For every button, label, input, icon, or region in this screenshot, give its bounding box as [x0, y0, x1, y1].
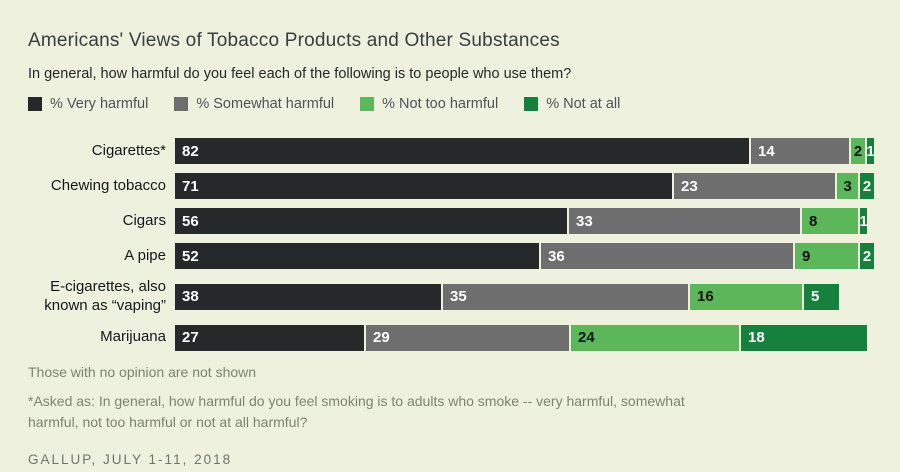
- bar-track: 38 35 16 5: [175, 283, 841, 310]
- bar-segment: 16: [690, 283, 802, 310]
- bar-segment: 8: [802, 208, 858, 234]
- row-label: Chewing tobacco: [50, 176, 166, 194]
- bar-segment: 82: [175, 138, 749, 164]
- bar-segment: 35: [443, 283, 688, 310]
- bar-segment: 56: [175, 208, 567, 234]
- bar-segment: 23: [674, 173, 835, 199]
- bar-segment: 5: [804, 283, 839, 310]
- row-label: Marijuana: [100, 328, 166, 346]
- legend-item: % Very harmful: [28, 96, 148, 112]
- legend-item: % Not too harmful: [360, 96, 498, 112]
- bar-segment: 36: [541, 243, 793, 269]
- bar-track: 82 14 2 1: [175, 138, 876, 164]
- bar-segment: 52: [175, 243, 539, 269]
- legend-swatch-icon: [524, 97, 539, 111]
- legend-label: % Not at all: [546, 96, 621, 112]
- bar-segment: 2: [851, 138, 865, 164]
- page-title: Americans' Views of Tobacco Products and…: [28, 30, 560, 51]
- bar-segment: 18: [741, 324, 867, 351]
- bar-track: 56 33 8 1: [175, 208, 869, 234]
- legend: % Very harmful % Somewhat harmful % Not to…: [28, 96, 875, 112]
- bar-row: Chewing tobacco 71 23 3 2: [28, 173, 875, 199]
- bar-segment: 9: [795, 243, 858, 269]
- bar-segment: 14: [751, 138, 849, 164]
- page-subtitle: In general, how harmful do you feel each…: [28, 66, 572, 82]
- bar-row: Cigars 56 33 8 1: [28, 208, 875, 234]
- legend-swatch-icon: [28, 97, 42, 111]
- bar-track: 27 29 24 18: [175, 324, 869, 351]
- bar-row: Cigarettes* 82 14 2 1: [28, 138, 875, 164]
- bar-segment: 33: [569, 208, 800, 234]
- row-label: E-cigarettes, also known as “vaping”: [44, 278, 166, 314]
- bar-row: E-cigarettes, also known as “vaping” 38 35…: [28, 278, 875, 316]
- bar-track: 71 23 3 2: [175, 173, 876, 199]
- row-label: Cigars: [122, 211, 166, 229]
- legend-swatch-icon: [360, 97, 375, 111]
- bar-segment: 2: [860, 243, 874, 269]
- row-label: A pipe: [124, 246, 166, 264]
- bar-segment: 71: [175, 173, 672, 199]
- source-line: GALLUP, JULY 1-11, 2018: [28, 451, 233, 467]
- legend-label: % Not too harmful: [382, 96, 499, 112]
- footnote-asked-as: *Asked as: In general, how harmful do yo…: [28, 392, 685, 430]
- bar-segment: 3: [837, 173, 858, 199]
- bar-segment: 2: [860, 173, 874, 199]
- bar-segment: 1: [859, 208, 868, 234]
- bar-segment: 38: [175, 283, 441, 310]
- row-label: Cigarettes*: [91, 141, 166, 159]
- bar-row: A pipe 52 36 9 2: [28, 243, 875, 269]
- chart: Cigarettes* 82 14 2 1 Chewing tobacco 71 23 3 2 Ci…: [28, 138, 875, 351]
- legend-label: % Very harmful: [50, 96, 149, 112]
- bar-segment: 27: [175, 324, 364, 351]
- legend-item: % Somewhat harmful: [174, 96, 334, 112]
- legend-item: % Not at all: [524, 96, 620, 112]
- footnote-no-opinion: Those with no opinion are not shown: [28, 363, 257, 380]
- bar-segment: 1: [866, 138, 875, 164]
- legend-label: % Somewhat harmful: [196, 96, 335, 112]
- bar-row: Marijuana 27 29 24 18: [28, 324, 875, 351]
- legend-swatch-icon: [174, 97, 189, 111]
- bar-segment: 24: [571, 324, 739, 351]
- bar-track: 52 36 9 2: [175, 243, 876, 269]
- bar-segment: 29: [366, 324, 569, 351]
